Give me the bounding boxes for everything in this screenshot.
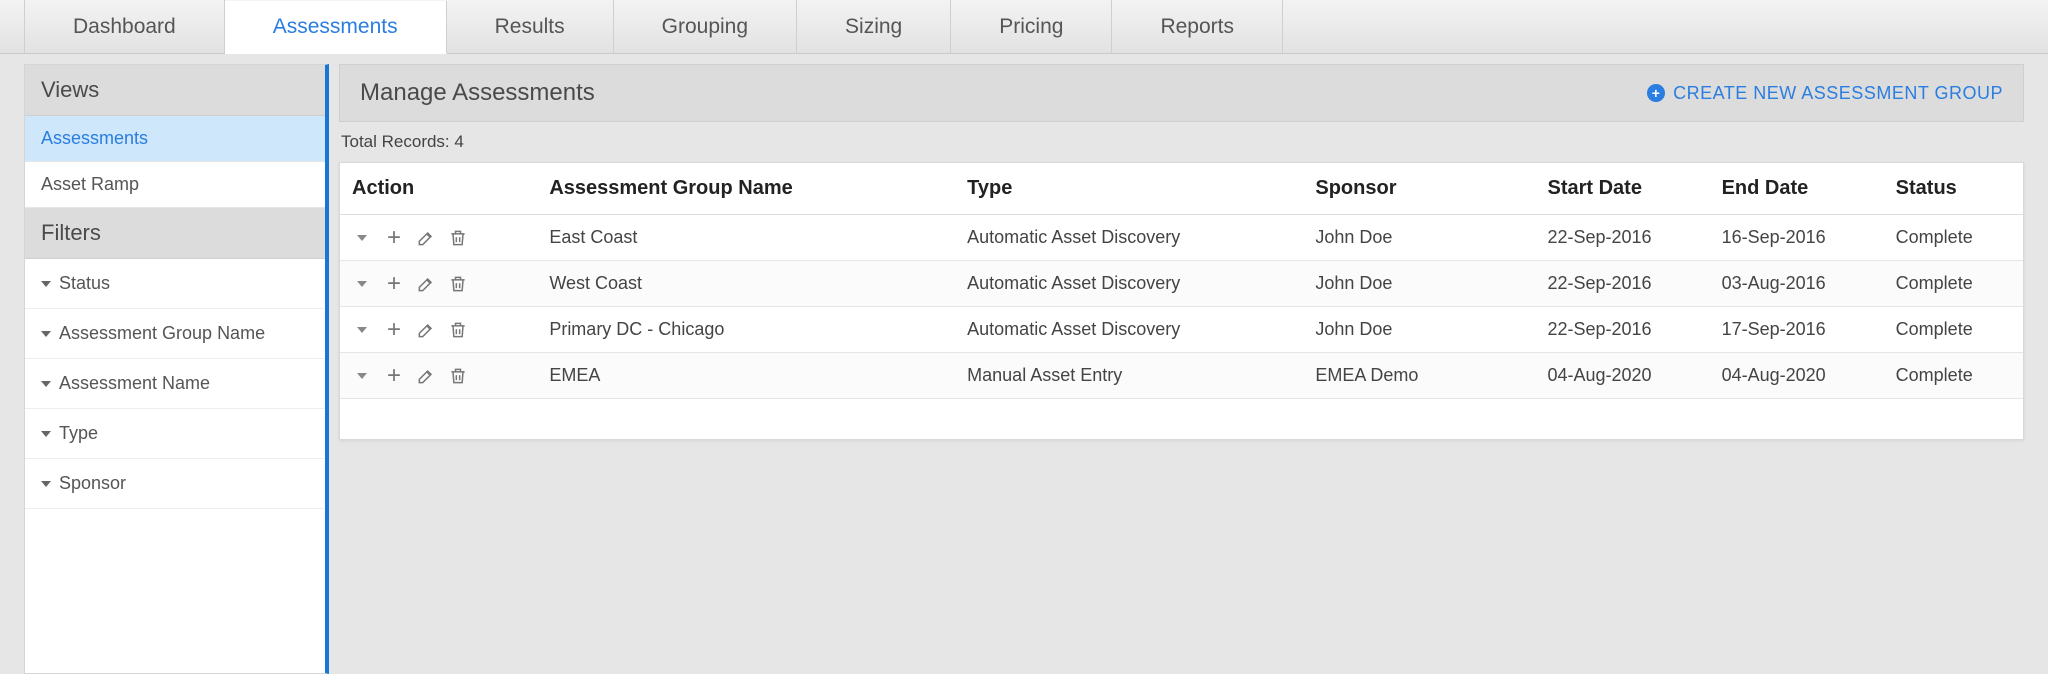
filter-item-type[interactable]: Type xyxy=(25,409,325,459)
filters-header: Filters xyxy=(25,208,325,259)
table-row: + Primary DC - ChicagoAutomatic Asset Dis… xyxy=(340,307,2023,353)
col-type: Type xyxy=(955,163,1303,215)
add-icon[interactable]: + xyxy=(384,274,404,294)
filter-label: Type xyxy=(59,423,98,444)
table-row: +EMEAManual Asset EntryEMEA Demo04-Aug-2… xyxy=(340,353,2023,399)
cell-start: 22-Sep-2016 xyxy=(1535,261,1709,307)
col-status: Status xyxy=(1884,163,2023,215)
views-header: Views xyxy=(25,65,325,116)
action-cell: + xyxy=(340,307,537,353)
cell-end: 17-Sep-2016 xyxy=(1710,307,1884,353)
expand-row-icon[interactable] xyxy=(352,320,372,340)
cell-end: 16-Sep-2016 xyxy=(1710,215,1884,261)
delete-icon[interactable] xyxy=(448,228,468,248)
caret-down-icon xyxy=(41,481,51,487)
cell-start: 22-Sep-2016 xyxy=(1535,215,1709,261)
main-layout: Views AssessmentsAsset Ramp Filters Stat… xyxy=(0,54,2048,674)
col-end: End Date xyxy=(1710,163,1884,215)
create-assessment-group-label: CREATE NEW ASSESSMENT GROUP xyxy=(1673,83,2003,104)
action-cell: + xyxy=(340,261,537,307)
sidebar: Views AssessmentsAsset Ramp Filters Stat… xyxy=(24,64,329,674)
assessments-table: Action Assessment Group Name Type Sponso… xyxy=(340,163,2023,399)
create-assessment-group-button[interactable]: + CREATE NEW ASSESSMENT GROUP xyxy=(1647,83,2003,104)
tab-grouping[interactable]: Grouping xyxy=(614,0,797,53)
cell-end: 03-Aug-2016 xyxy=(1710,261,1884,307)
cell-start: 22-Sep-2016 xyxy=(1535,307,1709,353)
edit-icon[interactable] xyxy=(416,366,436,386)
cell-name: West Coast xyxy=(537,261,955,307)
delete-icon[interactable] xyxy=(448,366,468,386)
cell-type: Automatic Asset Discovery xyxy=(955,307,1303,353)
cell-type: Automatic Asset Discovery xyxy=(955,215,1303,261)
plus-circle-icon: + xyxy=(1647,84,1665,102)
tab-sizing[interactable]: Sizing xyxy=(797,0,951,53)
expand-row-icon[interactable] xyxy=(352,366,372,386)
total-records-prefix: Total Records: xyxy=(341,132,454,151)
cell-name: EMEA xyxy=(537,353,955,399)
caret-down-icon xyxy=(41,431,51,437)
col-name: Assessment Group Name xyxy=(537,163,955,215)
cell-sponsor: John Doe xyxy=(1303,215,1535,261)
total-records: Total Records: 4 xyxy=(339,122,2024,162)
col-sponsor: Sponsor xyxy=(1303,163,1535,215)
page-title: Manage Assessments xyxy=(360,79,595,107)
cell-status: Complete xyxy=(1884,307,2023,353)
tab-reports[interactable]: Reports xyxy=(1112,0,1283,53)
add-icon[interactable]: + xyxy=(384,320,404,340)
expand-row-icon[interactable] xyxy=(352,274,372,294)
cell-type: Automatic Asset Discovery xyxy=(955,261,1303,307)
table-row: + West CoastAutomatic Asset DiscoveryJohn… xyxy=(340,261,2023,307)
col-action: Action xyxy=(340,163,537,215)
cell-sponsor: John Doe xyxy=(1303,261,1535,307)
col-start: Start Date xyxy=(1535,163,1709,215)
cell-sponsor: John Doe xyxy=(1303,307,1535,353)
view-item-asset-ramp[interactable]: Asset Ramp xyxy=(25,162,325,208)
edit-icon[interactable] xyxy=(416,274,436,294)
cell-status: Complete xyxy=(1884,261,2023,307)
total-records-value: 4 xyxy=(454,132,463,151)
tab-pricing[interactable]: Pricing xyxy=(951,0,1112,53)
delete-icon[interactable] xyxy=(448,320,468,340)
filter-item-sponsor[interactable]: Sponsor xyxy=(25,459,325,509)
filter-item-assessment-group-name[interactable]: Assessment Group Name xyxy=(25,309,325,359)
add-icon[interactable]: + xyxy=(384,228,404,248)
assessments-table-wrap: Action Assessment Group Name Type Sponso… xyxy=(339,162,2024,440)
add-icon[interactable]: + xyxy=(384,366,404,386)
cell-name: Primary DC - Chicago xyxy=(537,307,955,353)
filter-item-assessment-name[interactable]: Assessment Name xyxy=(25,359,325,409)
cell-sponsor: EMEA Demo xyxy=(1303,353,1535,399)
edit-icon[interactable] xyxy=(416,228,436,248)
edit-icon[interactable] xyxy=(416,320,436,340)
filter-label: Assessment Name xyxy=(59,373,210,394)
action-cell: + xyxy=(340,215,537,261)
caret-down-icon xyxy=(41,281,51,287)
view-item-assessments[interactable]: Assessments xyxy=(25,116,325,162)
filter-item-status[interactable]: Status xyxy=(25,259,325,309)
caret-down-icon xyxy=(41,381,51,387)
cell-start: 04-Aug-2020 xyxy=(1535,353,1709,399)
cell-end: 04-Aug-2020 xyxy=(1710,353,1884,399)
filter-label: Assessment Group Name xyxy=(59,323,265,344)
cell-status: Complete xyxy=(1884,215,2023,261)
cell-name: East Coast xyxy=(537,215,955,261)
top-tabbar: DashboardAssessmentsResultsGroupingSizin… xyxy=(0,0,2048,54)
table-row: + East CoastAutomatic Asset DiscoveryJohn… xyxy=(340,215,2023,261)
page-header: Manage Assessments + CREATE NEW ASSESSME… xyxy=(339,64,2024,122)
caret-down-icon xyxy=(41,331,51,337)
cell-status: Complete xyxy=(1884,353,2023,399)
action-cell: + xyxy=(340,353,537,399)
content-area: Manage Assessments + CREATE NEW ASSESSME… xyxy=(329,64,2024,440)
cell-type: Manual Asset Entry xyxy=(955,353,1303,399)
filter-label: Status xyxy=(59,273,110,294)
filter-label: Sponsor xyxy=(59,473,126,494)
tab-assessments[interactable]: Assessments xyxy=(225,1,447,54)
expand-row-icon[interactable] xyxy=(352,228,372,248)
delete-icon[interactable] xyxy=(448,274,468,294)
tab-results[interactable]: Results xyxy=(447,0,614,53)
tab-dashboard[interactable]: Dashboard xyxy=(24,0,225,53)
